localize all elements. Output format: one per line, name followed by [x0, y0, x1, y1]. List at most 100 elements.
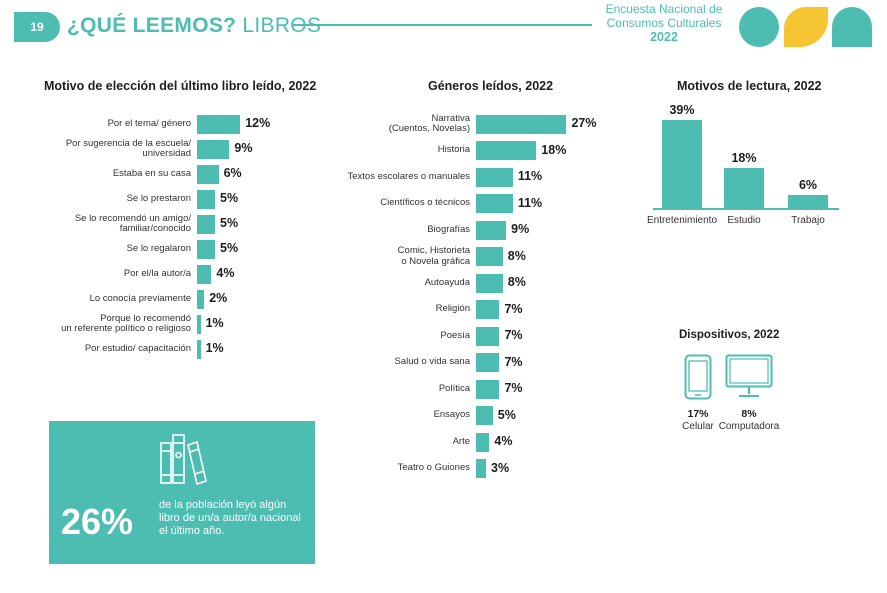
bar-1-3	[197, 189, 215, 209]
bar-value-1-7: 2%	[209, 291, 228, 305]
vbar-2	[788, 194, 828, 208]
bar-value-2-1: 18%	[541, 142, 567, 157]
bar-value-2-3: 11%	[517, 195, 543, 210]
bar-value-2-12: 4%	[494, 434, 513, 448]
page-number: 19	[30, 20, 44, 34]
bar-label-line: Por el/la autor/a	[123, 267, 191, 279]
bar-2-2	[476, 167, 513, 187]
callout-text: de la población leyó algún libro de un/a…	[159, 499, 301, 537]
bar-label-line: Arte	[452, 435, 470, 447]
bar-1-2	[197, 164, 219, 184]
bar-value-1-0: 12%	[245, 116, 271, 130]
bar-2-12	[476, 432, 490, 452]
bar-2-5	[476, 247, 503, 266]
smartphone-icon	[684, 354, 712, 400]
bar-value-1-9: 1%	[205, 341, 224, 355]
bar-label-line: Estaba en su casa	[112, 167, 191, 179]
bar-value-2-5: 8%	[507, 248, 526, 263]
vbar-value-1: 18%	[731, 150, 757, 165]
bar-label-2-11: Ensayos	[280, 410, 470, 421]
chart-baseline	[653, 208, 839, 210]
vbar-label-1: Estudio	[727, 215, 761, 226]
device-label-celular: Celular	[682, 421, 714, 432]
bar-label-line: Ensayos	[433, 409, 470, 421]
bar-2-4	[476, 220, 507, 240]
vbar-0	[662, 120, 702, 208]
bar-label-2-10: Política	[280, 383, 470, 395]
vbar-label-2: Trabajo	[791, 215, 825, 226]
vbar-value-2: 6%	[798, 177, 818, 192]
bar-label-line: familiar/conocido	[119, 223, 191, 234]
bar-2-7	[476, 300, 500, 319]
bar-label-2-3: Científicos o técnicos	[280, 198, 470, 209]
bar-value-2-8: 7%	[504, 328, 523, 342]
bar-label-line: Textos escolares o manuales	[347, 170, 470, 182]
bar-label-line: Biografías	[427, 223, 470, 235]
bar-label-line: Científicos o técnicos	[380, 197, 470, 209]
bar-label-line: Salud o vida sana	[394, 356, 470, 368]
bar-2-11	[476, 406, 493, 425]
bar-label-1-4: Se lo recomendó un amigo/familiar/conoci…	[1, 213, 191, 235]
bar-label-1-7: Lo conocía previamente	[1, 292, 191, 305]
callout-percent: 26%	[61, 501, 134, 542]
bar-label-2-9: Salud o vida sana	[280, 357, 470, 368]
bar-value-2-2: 11%	[517, 169, 543, 183]
bar-label-line: Lo conocía previamente	[89, 292, 191, 304]
bar-label-2-4: Biografías	[280, 223, 470, 236]
bar-1-5	[197, 239, 215, 259]
chart-title-motivos-lectura: Motivos de lectura, 2022	[677, 79, 822, 93]
bar-value-2-4: 9%	[511, 222, 530, 236]
bar-label-1-3: Se lo prestaron	[1, 192, 191, 205]
bar-label-line: o Novela gráfica	[401, 255, 470, 267]
bar-1-8	[197, 314, 201, 334]
devices-title: Dispositivos, 2022	[679, 329, 780, 341]
bar-label-line: Historia	[437, 144, 470, 156]
bar-value-2-6: 8%	[507, 275, 526, 289]
bar-2-10	[476, 379, 500, 399]
device-label-computadora: Computadora	[718, 421, 780, 432]
bar-2-0	[476, 114, 567, 134]
bar-label-1-0: Por el tema/ género	[1, 118, 191, 130]
desktop-computer-icon	[725, 354, 773, 397]
vbar-value-0: 39%	[669, 103, 695, 118]
page-title-rest: LIBROS	[236, 14, 322, 37]
bar-1-9	[197, 339, 201, 359]
survey-logo	[739, 6, 872, 47]
bar-label-line: Autoayuda	[424, 276, 470, 288]
bar-label-line: Poesía	[440, 329, 470, 341]
bar-label-1-8: Porque lo recomendó un referente político…	[1, 313, 191, 335]
survey-line-2: Consumos Culturales	[606, 16, 722, 30]
bar-label-2-13: Teatro o Guiones	[280, 463, 470, 474]
bar-label-line: un referente político o religioso	[61, 323, 191, 334]
survey-name: Encuesta Nacional de Consumos Culturales…	[598, 2, 730, 44]
bar-label-2-7: Religión	[280, 304, 470, 315]
bar-label-2-6: Autoayuda	[280, 276, 470, 289]
bar-label-line: (Cuentos, Novelas)	[388, 123, 470, 134]
bar-label-1-1: Por sugerencia de la escuela/universidad	[1, 137, 191, 160]
page-title: ¿QUÉ LEEMOS? LIBROS	[67, 14, 321, 38]
highlight-callout: 26% de la población leyó algún libro de …	[49, 421, 315, 564]
bar-label-1-2: Estaba en su casa	[1, 167, 191, 180]
bar-label-2-2: Textos escolares o manuales	[280, 170, 470, 183]
survey-line-1: Encuesta Nacional de	[605, 2, 723, 16]
bar-label-2-1: Historia	[280, 145, 470, 156]
bar-label-2-0: Narrativa (Cuentos, Novelas)	[280, 113, 470, 135]
bar-label-line: Comic, Historieta	[397, 245, 470, 256]
bar-label-line: Por sugerencia de la escuela/	[65, 137, 191, 149]
bar-value-1-6: 4%	[216, 266, 235, 280]
bar-1-0	[197, 114, 241, 134]
page-title-bold: ¿QUÉ LEEMOS?	[67, 14, 237, 37]
bar-value-2-13: 3%	[491, 460, 510, 475]
bar-value-2-7: 7%	[504, 301, 523, 316]
bar-1-4	[197, 214, 215, 234]
chart-title-generos: Géneros leídos, 2022	[428, 79, 554, 93]
device-value-celular: 17%	[687, 408, 709, 420]
bar-1-1	[197, 139, 230, 159]
bar-2-6	[476, 273, 503, 293]
bar-label-1-6: Por el/la autor/a	[1, 267, 191, 280]
bar-label-line: Se lo prestaron	[126, 192, 191, 204]
bar-value-1-3: 5%	[220, 191, 239, 205]
bar-label-2-8: Poesía	[280, 329, 470, 342]
bar-2-1	[476, 141, 537, 160]
bar-value-1-8: 1%	[205, 316, 224, 330]
